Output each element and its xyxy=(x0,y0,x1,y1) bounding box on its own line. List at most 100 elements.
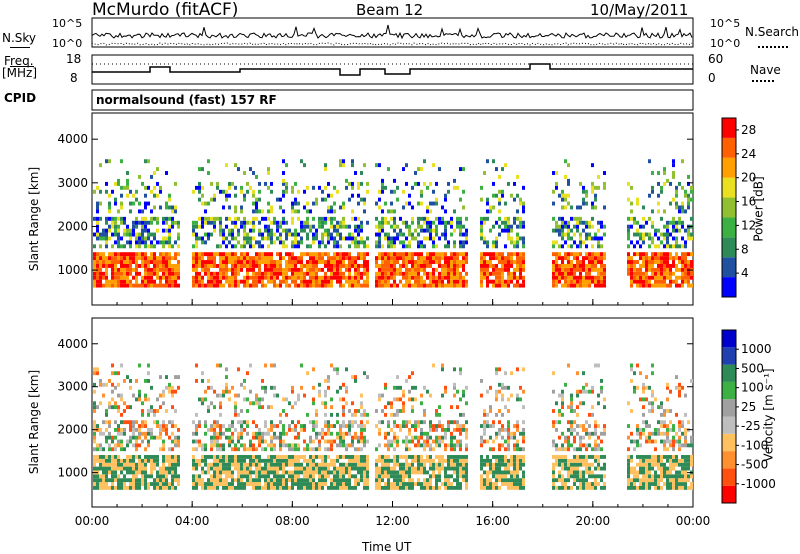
velocity-cells-cell-1615 xyxy=(438,462,441,467)
power-cells-cell-944 xyxy=(291,256,294,261)
power-cells-cell-162 xyxy=(123,275,126,280)
velocity-cells-cell-1333 xyxy=(378,458,381,463)
velocity-cells-cell-450 xyxy=(192,474,195,479)
velocity-cells-cell-1793 xyxy=(486,420,489,425)
power-cells-cell-1734 xyxy=(456,267,459,272)
velocity-cells-cell-2132 xyxy=(585,485,588,490)
power-cells-cell-799 xyxy=(261,271,264,276)
power-cells-cell-1196 xyxy=(339,159,342,164)
power-cells-cell-1987 xyxy=(522,252,525,257)
velocity-cells-cell-1125 xyxy=(330,447,333,452)
velocity-cells-cell-1296 xyxy=(363,439,366,444)
velocity-cells-cell-810 xyxy=(264,447,267,452)
velocity-cells-cell-1419 xyxy=(396,458,399,463)
velocity-cells-cell-413 xyxy=(171,431,174,436)
velocity-cells-cell-569 xyxy=(216,424,219,428)
velocity-cells-cell-268 xyxy=(141,431,144,436)
power-cells-cell-1974 xyxy=(519,236,522,241)
velocity-cells-cell-1770 xyxy=(483,485,486,490)
power-cells-cell-1461 xyxy=(399,252,402,257)
velocity-cells-cell-2359 xyxy=(654,455,657,459)
power-cells-cell-2489 xyxy=(675,283,678,288)
velocity-cells-cell-478 xyxy=(198,458,201,463)
power-cells-cell-221 xyxy=(135,283,138,288)
velocity-cells-cell-1810 xyxy=(492,482,495,486)
velocity-cells-cell-1817 xyxy=(492,439,495,444)
power-cells-cell-2181 xyxy=(588,283,591,288)
power-cells-cell-1404 xyxy=(387,240,390,245)
velocity-cells-cell-787 xyxy=(258,401,261,406)
power-cells-cell-318 xyxy=(150,209,153,214)
power-cells-cell-7 xyxy=(93,256,96,261)
power-cells-cell-2317 xyxy=(636,201,639,206)
velocity-cells-cell-1259 xyxy=(357,466,360,471)
power-cells-cell-1826 xyxy=(486,201,489,206)
power-cells-cell-1790 xyxy=(480,263,483,268)
power-cells-cell-1123 xyxy=(327,252,330,257)
power-cells-cell-480 xyxy=(195,185,198,190)
velocity-cells-cell-2351 xyxy=(651,363,654,368)
velocity-cells-cell-2053 xyxy=(567,405,570,410)
power-cells-cell-2220 xyxy=(594,232,597,237)
power-cells-cell-1086 xyxy=(321,279,324,284)
power-cells-cell-388 xyxy=(165,228,168,233)
velocity-cells-cell-2354 xyxy=(654,478,657,483)
power-cells-cell-1171 xyxy=(336,256,339,261)
power-cells-cell-1083 xyxy=(318,216,321,221)
velocity-cells-cell-1320 xyxy=(375,470,378,475)
power-cells-cell-283 xyxy=(144,216,147,221)
velocity-cells-cell-54 xyxy=(102,482,105,486)
power-cells-cell-2247 xyxy=(600,256,603,261)
power-cells-cell-1023 xyxy=(306,224,309,229)
velocity-cells-cell-35 xyxy=(96,405,99,410)
velocity-cells-cell-1504 xyxy=(411,385,414,390)
velocity-cells-cell-503 xyxy=(204,447,207,452)
power-cells-cell-2103 xyxy=(570,252,573,257)
power-cells-cell-587 xyxy=(219,252,222,257)
power-cells-cell-1830 xyxy=(489,271,492,276)
power-cells-cell-1154 xyxy=(333,256,336,261)
power-cells-cell-452 xyxy=(192,279,195,284)
velocity-cells-cell-932 xyxy=(291,485,294,490)
power-cells-cell-2414 xyxy=(660,279,663,284)
power-cells-cell-1288 xyxy=(360,271,363,276)
power-cells-cell-410 xyxy=(168,205,171,210)
velocity-cells-cell-1830 xyxy=(495,431,498,436)
velocity-cells-cell-1066 xyxy=(318,443,321,448)
power-cells-cell-3 xyxy=(93,271,96,276)
power-cells-cell-1732 xyxy=(456,275,459,280)
velocity-cells-cell-2 xyxy=(93,478,96,483)
power-cells-cell-1206 xyxy=(342,220,345,225)
velocity-cells-cell-2019 xyxy=(561,455,564,459)
power-cells-cell-441 xyxy=(177,271,180,276)
power-cells-cell-1252 xyxy=(351,159,354,164)
power-cells-cell-111 xyxy=(114,263,117,268)
velocity-cells-cell-744 xyxy=(252,482,255,486)
power-cells-cell-975 xyxy=(297,271,300,276)
power-cells-cell-2080 xyxy=(567,267,570,272)
power-cells-cell-1676 xyxy=(444,263,447,268)
velocity-cells-cell-2014 xyxy=(561,478,564,483)
velocity-cells-cell-1230 xyxy=(351,458,354,463)
power-cells-cell-2192 xyxy=(588,224,591,229)
velocity-cells-cell-1644 xyxy=(444,447,447,452)
power-cells-cell-387 xyxy=(165,236,168,241)
power-cells-cell-1141 xyxy=(330,236,333,241)
velocity-cells-cell-1331 xyxy=(378,470,381,475)
power-cells-cell-504 xyxy=(201,252,204,257)
velocity-cells-cell-1515 xyxy=(414,420,417,425)
power-cells-cell-802 xyxy=(261,252,264,257)
power-cells-cell-1705 xyxy=(450,271,453,276)
power-cells-cell-415 xyxy=(171,275,174,280)
power-cells-cell-376 xyxy=(162,216,165,221)
power-cells-cell-2125 xyxy=(576,263,579,268)
beam-title: Beam 12 xyxy=(356,1,424,19)
velocity-cells-cell-1646 xyxy=(444,435,447,440)
velocity-cells-cell-2223 xyxy=(627,482,630,486)
power-cells-cell-445 xyxy=(177,252,180,257)
power-cells-cell-2006 xyxy=(552,240,555,245)
velocity-cells-cell-1229 xyxy=(351,462,354,467)
power-cells-cell-964 xyxy=(294,244,297,249)
power-cells-cell-1165 xyxy=(336,279,339,284)
velocity-cells-cell-702 xyxy=(243,474,246,479)
